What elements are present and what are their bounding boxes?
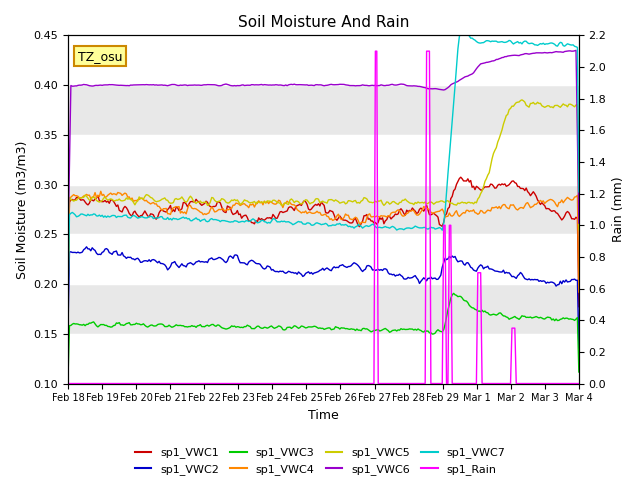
sp1_VWC6: [216, 83, 224, 89]
sp1_VWC4: [64, 292, 72, 298]
sp1_VWC7: [575, 189, 582, 195]
sp1_VWC3: [234, 324, 241, 330]
sp1_VWC3: [287, 325, 295, 331]
Bar: [68, 36, 579, 85]
sp1_VWC3: [575, 369, 582, 375]
Y-axis label: Soil Moisture (m3/m3): Soil Moisture (m3/m3): [15, 140, 28, 278]
sp1_VWC3: [64, 375, 72, 381]
sp1_VWC5: [548, 104, 556, 110]
sp1_VWC6: [242, 83, 250, 88]
sp1_VWC2: [289, 270, 297, 276]
sp1_VWC3: [216, 324, 224, 329]
sp1_Rain: [64, 381, 72, 386]
sp1_VWC1: [234, 208, 241, 214]
sp1_VWC2: [235, 257, 243, 263]
Bar: [68, 234, 579, 284]
sp1_VWC2: [218, 256, 225, 262]
sp1_VWC7: [127, 215, 134, 221]
sp1_VWC2: [243, 262, 251, 268]
Line: sp1_VWC3: sp1_VWC3: [68, 293, 579, 378]
sp1_VWC6: [572, 48, 580, 53]
sp1_VWC4: [97, 189, 104, 194]
sp1_VWC5: [518, 97, 526, 103]
sp1_VWC4: [575, 289, 582, 295]
sp1_Rain: [575, 381, 582, 386]
sp1_VWC3: [450, 290, 458, 296]
sp1_Rain: [548, 381, 556, 386]
sp1_VWC4: [128, 195, 136, 201]
sp1_VWC6: [64, 241, 72, 247]
sp1_VWC4: [218, 206, 225, 212]
sp1_VWC2: [575, 345, 582, 351]
sp1_VWC1: [457, 174, 465, 180]
sp1_VWC7: [234, 218, 241, 224]
sp1_VWC7: [548, 40, 556, 46]
sp1_VWC4: [289, 202, 297, 208]
sp1_VWC2: [83, 244, 90, 250]
sp1_VWC5: [287, 196, 295, 202]
Line: sp1_VWC5: sp1_VWC5: [68, 100, 579, 292]
sp1_VWC6: [127, 82, 134, 88]
sp1_VWC6: [287, 82, 295, 87]
sp1_VWC1: [287, 204, 295, 210]
sp1_VWC1: [127, 212, 134, 218]
sp1_VWC3: [242, 324, 250, 330]
Line: sp1_VWC4: sp1_VWC4: [68, 192, 579, 295]
Line: sp1_Rain: sp1_Rain: [68, 51, 579, 384]
sp1_VWC2: [548, 279, 556, 285]
sp1_VWC5: [127, 196, 134, 202]
sp1_VWC5: [242, 198, 250, 204]
sp1_Rain: [216, 381, 224, 386]
sp1_Rain: [372, 48, 380, 54]
Legend: sp1_VWC1, sp1_VWC2, sp1_VWC3, sp1_VWC4, sp1_VWC5, sp1_VWC6, sp1_VWC7, sp1_Rain: sp1_VWC1, sp1_VWC2, sp1_VWC3, sp1_VWC4, …: [130, 443, 510, 479]
sp1_Rain: [234, 381, 241, 386]
sp1_VWC5: [216, 198, 224, 204]
sp1_VWC5: [64, 289, 72, 295]
sp1_VWC1: [575, 304, 582, 310]
sp1_Rain: [287, 381, 295, 386]
sp1_VWC3: [127, 322, 134, 328]
sp1_VWC6: [547, 49, 554, 55]
sp1_VWC7: [216, 219, 224, 225]
sp1_VWC7: [242, 218, 250, 224]
sp1_VWC6: [234, 83, 241, 88]
Title: Soil Moisture And Rain: Soil Moisture And Rain: [237, 15, 409, 30]
Line: sp1_VWC1: sp1_VWC1: [68, 177, 579, 307]
Line: sp1_VWC7: sp1_VWC7: [68, 31, 579, 304]
sp1_Rain: [242, 381, 250, 386]
sp1_VWC7: [64, 301, 72, 307]
sp1_VWC2: [128, 256, 136, 262]
sp1_VWC1: [216, 200, 224, 206]
sp1_VWC1: [548, 208, 556, 214]
sp1_VWC5: [234, 197, 241, 203]
Line: sp1_VWC6: sp1_VWC6: [68, 50, 579, 244]
sp1_VWC6: [575, 220, 582, 226]
Text: TZ_osu: TZ_osu: [78, 50, 123, 63]
sp1_Rain: [127, 381, 134, 386]
sp1_VWC5: [575, 227, 582, 233]
sp1_VWC4: [235, 201, 243, 207]
sp1_VWC4: [243, 203, 251, 209]
sp1_VWC1: [242, 212, 250, 218]
Bar: [68, 334, 579, 384]
X-axis label: Time: Time: [308, 409, 339, 422]
sp1_VWC4: [548, 197, 556, 203]
sp1_VWC7: [457, 28, 465, 34]
sp1_VWC2: [64, 325, 72, 331]
Y-axis label: Rain (mm): Rain (mm): [612, 177, 625, 242]
sp1_VWC1: [64, 294, 72, 300]
sp1_VWC7: [287, 220, 295, 226]
Bar: [68, 135, 579, 184]
Line: sp1_VWC2: sp1_VWC2: [68, 247, 579, 348]
sp1_VWC3: [548, 317, 556, 323]
